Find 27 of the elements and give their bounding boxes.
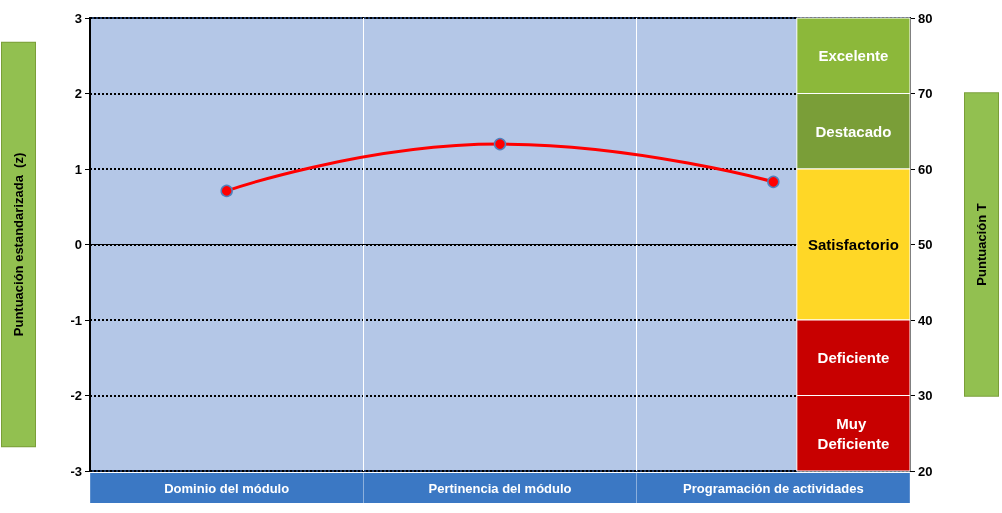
y-tick-label: -2 <box>70 388 82 403</box>
point <box>767 175 780 189</box>
band-label: Destacado <box>815 122 892 140</box>
y-tick-label: -1 <box>70 312 82 328</box>
band-label: Muy Deficiente <box>817 414 890 452</box>
y-tick-label: 2 <box>74 86 82 101</box>
x-tick-label: Pertinencia del módulo <box>428 480 572 496</box>
point <box>220 184 233 198</box>
y2-axis-title: Puntuación T <box>974 203 989 286</box>
y2-tick-label: 70 <box>918 86 933 101</box>
band-label: Excelente <box>818 47 889 65</box>
y-tick-label: 1 <box>74 161 82 177</box>
y-tick-label: 0 <box>74 237 82 252</box>
y2-tick-label: 50 <box>918 237 933 252</box>
x-tick-label: Dominio del módulo <box>164 480 290 496</box>
band-label: Deficiente <box>817 349 890 367</box>
x-tick-label: Programación de actividades <box>683 480 864 496</box>
y-axis-title: Puntuación estandarizada (z) <box>11 152 26 337</box>
y-tick-label: -3 <box>70 463 82 479</box>
y2-tick-label: 80 <box>918 10 933 26</box>
y2-tick-label: 30 <box>918 388 933 403</box>
y-tick-label: 3 <box>74 10 82 26</box>
y2-tick-label: 20 <box>918 463 933 479</box>
y2-tick-label: 60 <box>918 161 933 177</box>
band-label: Satisfactorio <box>807 236 899 253</box>
point <box>493 137 507 151</box>
y2-tick-label: 40 <box>918 312 933 328</box>
